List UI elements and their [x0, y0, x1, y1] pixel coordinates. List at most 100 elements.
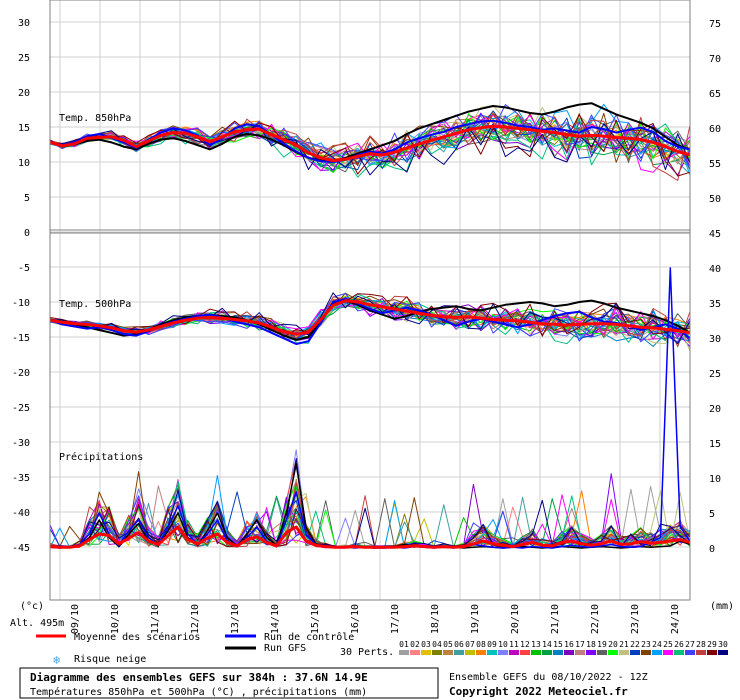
pert-legend-swatch	[630, 650, 640, 655]
legend: Moyenne des scénarios Run de contrôle Ru…	[36, 631, 728, 667]
x-tick-label: 12/10	[190, 604, 201, 634]
pert-legend-number: 05	[443, 640, 453, 649]
pert-legend-swatch	[410, 650, 420, 655]
footer-title: Diagramme des ensembles GEFS sur 384h : …	[30, 671, 368, 684]
pert-legend-number: 02	[410, 640, 420, 649]
pert-t500-line	[49, 299, 691, 340]
x-tick-label: 14/10	[270, 604, 281, 634]
right-tick-label: 5	[709, 509, 715, 520]
pert-legend-swatch	[597, 650, 607, 655]
gfs-t850-line	[49, 102, 691, 163]
left-tick-label: 20	[18, 88, 30, 99]
legend-gfs-label: Run GFS	[264, 643, 306, 654]
x-tick-label: 17/10	[390, 604, 401, 634]
right-tick-label: 35	[709, 299, 721, 310]
pert-legend-swatch	[476, 650, 486, 655]
pert-legend-number: 26	[674, 640, 684, 649]
copyright: Copyright 2022 Meteociel.fr	[449, 685, 628, 698]
altitude-label: Alt. 495m	[10, 618, 64, 629]
x-tick-label: 22/10	[590, 604, 601, 634]
pert-legend-swatch	[575, 650, 585, 655]
pert-legend-number: 22	[630, 640, 640, 649]
label-t850: Temp. 850hPa	[59, 113, 131, 124]
x-tick-label: 13/10	[230, 604, 241, 634]
left-tick-label: 30	[18, 18, 30, 29]
pert-legend-number: 14	[542, 640, 552, 649]
pert-legend-number: 13	[531, 640, 541, 649]
pert-legend-number: 19	[597, 640, 607, 649]
pert-legend-number: 20	[608, 640, 618, 649]
x-tick-label: 10/10	[110, 604, 121, 634]
pert-legend-number: 12	[520, 640, 530, 649]
x-tick-label: 16/10	[350, 604, 361, 634]
right-tick-label: 45	[709, 229, 721, 240]
pert-t850-line	[49, 114, 691, 177]
chart-frame	[49, 0, 691, 601]
pert-legend-swatch	[707, 650, 717, 655]
left-tick-label: -35	[12, 473, 30, 484]
pert-legend-swatch	[509, 650, 519, 655]
x-tick-label: 21/10	[550, 604, 561, 634]
x-tick-label: 11/10	[150, 604, 161, 634]
pert-legend-number: 25	[663, 640, 673, 649]
pert-t850-line	[49, 113, 691, 173]
left-tick-label: -15	[12, 333, 30, 344]
legend-perts-label: 30 Perts.	[340, 647, 394, 658]
pert-legend-swatch	[696, 650, 706, 655]
pert-legend-swatch	[718, 650, 728, 655]
pert-legend-swatch	[443, 650, 453, 655]
pert-legend-swatch	[663, 650, 673, 655]
pert-legend-number: 18	[586, 640, 596, 649]
left-unit: (°c)	[20, 601, 44, 612]
pert-legend-number: 01	[399, 640, 409, 649]
pert-legend-number: 07	[465, 640, 475, 649]
pert-legend-number: 03	[421, 640, 431, 649]
left-tick-label: -40	[12, 508, 30, 519]
left-tick-label: 0	[24, 228, 30, 239]
pert-legend-swatch	[498, 650, 508, 655]
x-tick-label: 09/10	[70, 604, 81, 634]
pert-legend-swatch	[520, 650, 530, 655]
left-tick-label: 10	[18, 158, 30, 169]
perturbation-legend: 01 02 03 04 05 06 07 08 09 10 11 12 13 14 15 16 17 18 19 20…	[399, 640, 728, 655]
x-tick-label: 19/10	[470, 604, 481, 634]
pert-legend-swatch	[608, 650, 618, 655]
right-tick-label: 40	[709, 264, 721, 275]
pert-legend-swatch	[454, 650, 464, 655]
pert-precip-line	[49, 482, 691, 549]
pert-legend-swatch	[641, 650, 651, 655]
pert-legend-number: 17	[575, 640, 585, 649]
x-tick-label: 23/10	[630, 604, 641, 634]
legend-control-label: Run de contrôle	[264, 631, 354, 643]
pert-legend-swatch	[399, 650, 409, 655]
pert-legend-swatch	[465, 650, 475, 655]
right-tick-label: 0	[709, 544, 715, 555]
footer-subtitle: Températures 850hPa et 500hPa (°C) , pré…	[30, 686, 367, 698]
mean-precip-line	[49, 525, 691, 549]
mean-t850-line	[49, 124, 691, 163]
pert-legend-swatch	[685, 650, 695, 655]
x-tick-label: 24/10	[670, 604, 681, 634]
right-tick-label: 25	[709, 369, 721, 380]
pert-legend-swatch	[586, 650, 596, 655]
right-tick-label: 20	[709, 404, 721, 415]
right-unit: (mm)	[710, 601, 734, 612]
left-tick-label: -30	[12, 438, 30, 449]
pert-legend-number: 30	[718, 640, 728, 649]
pert-legend-number: 16	[564, 640, 574, 649]
left-tick-label: -25	[12, 403, 30, 414]
pert-legend-number: 24	[652, 640, 662, 649]
control-t850-line	[49, 119, 691, 163]
main-series	[49, 102, 691, 549]
pert-legend-swatch	[421, 650, 431, 655]
x-tick-label: 15/10	[310, 604, 321, 634]
chart-axes: 302520151050-5-10-15-20-25-30-35-40-4575…	[12, 18, 721, 634]
right-tick-label: 70	[709, 54, 721, 65]
pert-legend-number: 21	[619, 640, 629, 649]
pert-legend-swatch	[553, 650, 563, 655]
x-tick-label: 20/10	[510, 604, 521, 634]
plot-area-border	[49, 0, 691, 601]
right-tick-label: 30	[709, 334, 721, 345]
pert-legend-number: 11	[509, 640, 519, 649]
